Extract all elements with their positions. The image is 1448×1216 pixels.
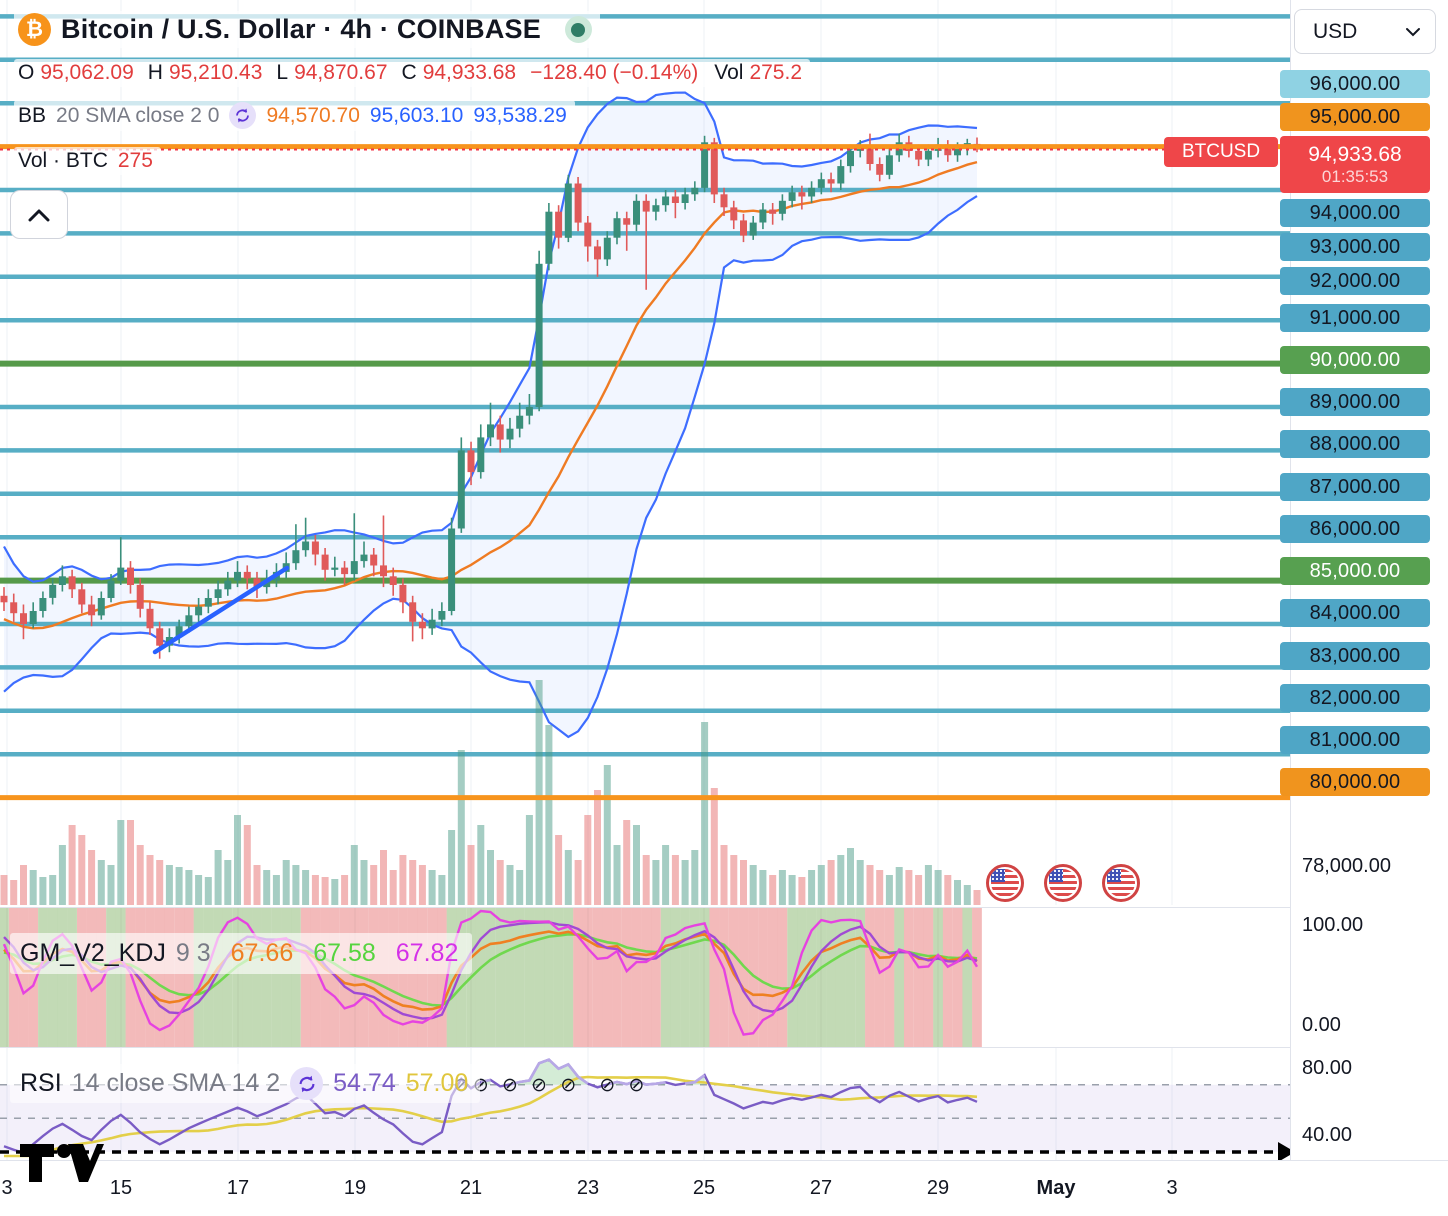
- indicator-scale-tick: 100.00: [1302, 914, 1364, 936]
- chevron-down-icon: [1406, 27, 1420, 36]
- time-axis-label[interactable]: 3: [1, 1177, 13, 1199]
- kdj-name: GM_V2_KDJ: [20, 939, 166, 967]
- ohlc-legend: O 95,062.09 H 95,210.43 L 94,870.67 C 94…: [14, 59, 811, 87]
- bb-basis-value: 94,570.70: [266, 103, 360, 127]
- rsi-name: RSI: [20, 1069, 62, 1097]
- collapse-legend-button[interactable]: [10, 190, 68, 239]
- us-event-flag-icon[interactable]: [1044, 864, 1082, 902]
- rsi-legend[interactable]: RSI 14 close SMA 14 2 54.74 57.00: [10, 1064, 481, 1103]
- time-axis-label[interactable]: 25: [692, 1177, 716, 1199]
- kdj-legend[interactable]: GM_V2_KDJ 9 3 67.66 67.58 67.82: [10, 933, 473, 974]
- market-status-icon[interactable]: [564, 16, 592, 43]
- refresh-icon[interactable]: [229, 102, 257, 129]
- rsi-params: 14 close SMA 14 2: [71, 1069, 281, 1097]
- bb-legend[interactable]: BB 20 SMA close 2 0 94,570.70 95,603.10 …: [14, 100, 575, 131]
- price-scale-tick: 78,000.00: [1302, 855, 1391, 877]
- time-axis-label[interactable]: 21: [459, 1177, 483, 1199]
- high-label: H: [147, 61, 163, 84]
- price-scale-badge[interactable]: 95,000.00: [1280, 103, 1430, 131]
- bar-countdown: 01:35:53: [1321, 166, 1389, 186]
- bb-params: 20 SMA close 2 0: [56, 103, 220, 127]
- bitcoin-logo-icon: ₿: [18, 13, 51, 46]
- bb-lower-value: 93,538.29: [473, 103, 567, 127]
- volume-row-legend[interactable]: Vol · BTC 275: [14, 147, 161, 175]
- price-scale-badge[interactable]: 91,000.00: [1280, 304, 1430, 332]
- symbol-badge-text: BTCUSD: [1181, 141, 1261, 162]
- volume-value: 275.2: [749, 61, 803, 84]
- time-axis-label[interactable]: May: [1036, 1177, 1076, 1199]
- volume-label: Vol: [714, 61, 744, 84]
- time-axis-label[interactable]: 27: [809, 1177, 833, 1199]
- chart-canvas[interactable]: ⊘⊘⊘⊘⊘⊘⊘: [0, 0, 1290, 1160]
- kdj-j-value: 67.82: [395, 939, 459, 967]
- rsi-value: 54.74: [333, 1069, 396, 1097]
- price-scale-badge[interactable]: 86,000.00: [1280, 515, 1430, 543]
- indicator-scale-tick: 0.00: [1302, 1014, 1341, 1036]
- change-value: −128.40 (−0.14%): [530, 61, 699, 84]
- last-price-badge[interactable]: 94,933.68 01:35:53: [1280, 136, 1430, 193]
- svg-text:⊘: ⊘: [531, 1075, 547, 1096]
- currency-select[interactable]: USD: [1294, 9, 1436, 54]
- price-scale-badge[interactable]: 90,000.00: [1280, 346, 1430, 374]
- low-label: L: [276, 61, 289, 84]
- price-scale-badge[interactable]: 81,000.00: [1280, 726, 1430, 754]
- us-event-flag-icon[interactable]: [986, 864, 1024, 902]
- time-axis-label[interactable]: 29: [926, 1177, 950, 1199]
- currency-value: USD: [1313, 19, 1358, 43]
- kdj-k-value: 67.66: [230, 939, 294, 967]
- price-scale-badge[interactable]: 92,000.00: [1280, 267, 1430, 295]
- symbol-title[interactable]: Bitcoin / U.S. Dollar · 4h · COINBASE: [61, 14, 541, 44]
- price-scale-badge[interactable]: 85,000.00: [1280, 557, 1430, 585]
- close-value: 94,933.68: [422, 61, 517, 84]
- bb-upper-value: 95,603.10: [369, 103, 464, 127]
- price-scale-badge[interactable]: 88,000.00: [1280, 430, 1430, 458]
- symbol-header[interactable]: ₿ Bitcoin / U.S. Dollar · 4h · COINBASE: [14, 11, 600, 48]
- high-value: 95,210.43: [168, 61, 263, 84]
- price-scale-badge[interactable]: 84,000.00: [1280, 599, 1430, 627]
- refresh-icon[interactable]: [290, 1067, 324, 1100]
- vol-row-value: 275: [117, 149, 153, 172]
- time-axis-label[interactable]: 19: [343, 1177, 367, 1199]
- svg-text:⊘: ⊘: [599, 1075, 615, 1096]
- time-axis-label[interactable]: 3: [1166, 1177, 1178, 1199]
- price-scale-badge[interactable]: 80,000.00: [1280, 768, 1430, 796]
- rsi-sma-value: 57.00: [405, 1069, 469, 1097]
- time-axis-label[interactable]: 15: [109, 1177, 133, 1199]
- symbol-price-label[interactable]: BTCUSD: [1164, 137, 1278, 167]
- price-scale-badge[interactable]: 82,000.00: [1280, 684, 1430, 712]
- kdj-params: 9 3: [175, 939, 211, 967]
- indicator-scale-tick: 80.00: [1302, 1057, 1353, 1079]
- chevron-up-icon: [28, 209, 50, 221]
- time-axis-label[interactable]: 23: [576, 1177, 600, 1199]
- close-label: C: [401, 61, 417, 84]
- price-scale-badge[interactable]: 87,000.00: [1280, 473, 1430, 501]
- svg-text:⊘: ⊘: [502, 1075, 518, 1096]
- vol-row-label: Vol · BTC: [18, 149, 108, 172]
- price-scale-badge[interactable]: 89,000.00: [1280, 388, 1430, 416]
- bb-name: BB: [18, 103, 47, 127]
- price-scale-badge[interactable]: 96,000.00: [1280, 70, 1430, 98]
- svg-text:⊘: ⊘: [560, 1075, 576, 1096]
- last-price-value: 94,933.68: [1308, 142, 1402, 166]
- open-value: 95,062.09: [40, 61, 134, 84]
- time-axis[interactable]: 3 15 17 19 21 23 25 27 29 May 3: [0, 1160, 1448, 1216]
- price-scale-badge[interactable]: 93,000.00: [1280, 233, 1430, 261]
- us-event-flag-icon[interactable]: [1102, 864, 1140, 902]
- indicator-scale-tick: 40.00: [1302, 1124, 1353, 1146]
- low-value: 94,870.67: [294, 61, 388, 84]
- price-scale-badge[interactable]: 94,000.00: [1280, 199, 1430, 227]
- open-label: O: [18, 61, 35, 84]
- time-axis-label[interactable]: 17: [226, 1177, 250, 1199]
- svg-text:⊘: ⊘: [629, 1075, 645, 1096]
- tradingview-logo-icon[interactable]: [18, 1142, 106, 1184]
- kdj-d-value: 67.58: [313, 939, 376, 967]
- price-scale-badge[interactable]: 83,000.00: [1280, 642, 1430, 670]
